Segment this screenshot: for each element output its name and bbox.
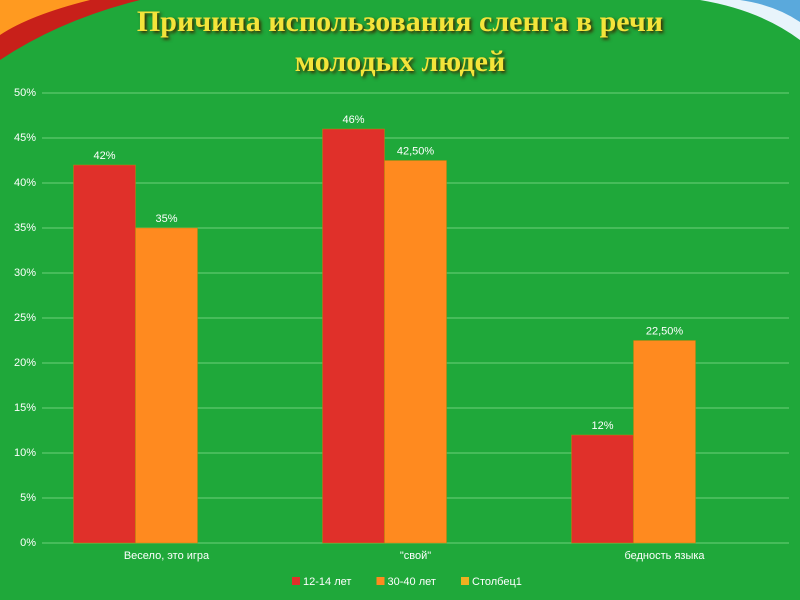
data-label: 42% <box>93 150 115 162</box>
decor <box>700 0 800 40</box>
data-label: 22,50% <box>646 325 684 337</box>
data-label: 46% <box>342 114 364 126</box>
bar <box>571 434 634 544</box>
bar <box>73 164 136 544</box>
x-tick-label: "свой" <box>400 550 431 562</box>
legend-swatch <box>376 577 385 585</box>
y-tick-label: 10% <box>14 447 36 459</box>
y-tick-label: 30% <box>14 267 36 279</box>
y-tick-label: 40% <box>14 177 36 189</box>
legend-label: Столбец1 <box>472 576 522 588</box>
bar <box>384 160 447 544</box>
decor <box>0 0 90 35</box>
data-label: 42,50% <box>397 145 435 157</box>
y-tick-label: 0% <box>20 537 36 549</box>
x-tick-label: бедность языка <box>624 550 705 562</box>
y-tick-label: 45% <box>14 132 36 144</box>
y-tick-label: 25% <box>14 312 36 324</box>
y-tick-label: 35% <box>14 222 36 234</box>
legend-label: 12-14 лет <box>303 576 351 588</box>
y-tick-label: 50% <box>14 87 36 99</box>
legend-swatch <box>292 577 300 585</box>
data-label: 12% <box>591 420 613 432</box>
y-tick-label: 5% <box>20 492 36 504</box>
y-tick-label: 20% <box>14 357 36 369</box>
decor <box>740 0 800 22</box>
legend-swatch <box>461 577 469 585</box>
bar <box>135 227 198 544</box>
chart-title: Причина использования сленга в речи моло… <box>136 5 664 78</box>
bar <box>633 340 696 544</box>
data-label: 35% <box>155 213 177 225</box>
y-tick-label: 15% <box>14 402 36 414</box>
bar <box>322 128 385 544</box>
x-tick-label: Весело, это игра <box>124 550 210 562</box>
legend-label: 30-40 лет <box>388 576 436 588</box>
